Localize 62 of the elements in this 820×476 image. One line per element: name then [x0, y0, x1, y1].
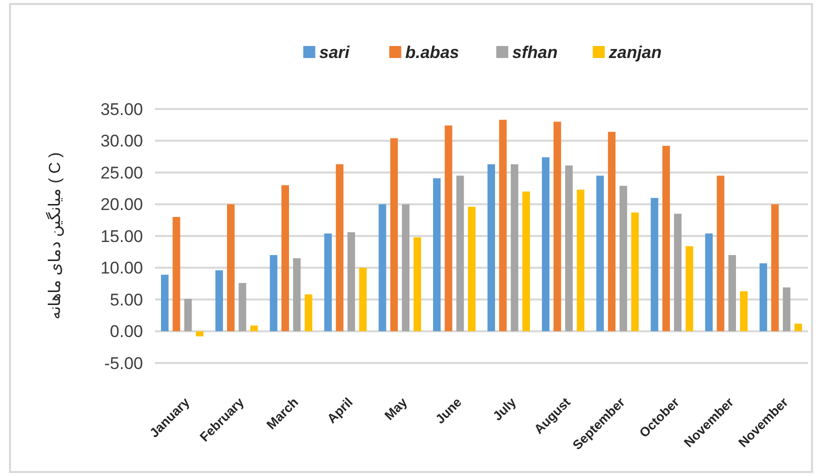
bar [215, 270, 223, 332]
bar [565, 166, 573, 332]
bar [716, 176, 724, 332]
legend-label: b.abas [405, 42, 460, 62]
y-tick-label: 5.00 [110, 290, 143, 310]
bar [542, 157, 550, 332]
bar [227, 204, 235, 332]
bar [760, 263, 768, 332]
y-tick-label: 0.00 [110, 322, 143, 342]
bar [686, 246, 694, 332]
y-axis-title: میانگین دمای ماهانه ( C ) [45, 152, 64, 320]
y-tick-label: 10.00 [100, 258, 143, 278]
bar [576, 190, 584, 332]
bar [728, 255, 736, 332]
bar [347, 232, 356, 332]
bar [487, 164, 496, 332]
bar [650, 198, 658, 332]
bar [620, 186, 628, 332]
bar [378, 204, 386, 332]
bar [674, 214, 682, 332]
bar [596, 176, 604, 332]
bar [359, 268, 367, 332]
bar [293, 258, 301, 332]
bar [184, 298, 192, 332]
bar [402, 204, 410, 332]
bar [522, 192, 530, 332]
y-tick-label: -5.00 [104, 354, 143, 373]
bar [414, 237, 422, 332]
legend-label: sari [319, 42, 351, 62]
bar [238, 282, 246, 332]
bar [324, 233, 332, 332]
legend-label: sfhan [512, 42, 558, 62]
bar [456, 176, 464, 332]
bar [499, 120, 507, 332]
bar [444, 126, 452, 332]
bar [390, 138, 398, 332]
bar [281, 185, 290, 332]
bar [336, 164, 344, 332]
bar [433, 178, 441, 332]
bar [771, 204, 779, 332]
bar [554, 122, 562, 332]
bar [740, 291, 748, 332]
bar [270, 255, 278, 332]
bar [196, 331, 204, 336]
bar [662, 146, 670, 332]
y-tick-label: 30.00 [100, 132, 143, 151]
bar [608, 132, 616, 332]
bar [631, 212, 639, 332]
legend-label: zanjan [608, 42, 662, 62]
bar [705, 233, 713, 332]
y-tick-label: 35.00 [100, 100, 143, 119]
bar [782, 287, 790, 332]
bar [160, 274, 169, 332]
y-tick-label: 25.00 [100, 163, 143, 182]
y-tick-label: 15.00 [100, 226, 143, 246]
bar [304, 294, 312, 332]
y-tick-label: 20.00 [100, 195, 143, 214]
bar [250, 326, 258, 332]
bar [510, 164, 518, 332]
bar [172, 216, 180, 332]
bar [468, 206, 476, 332]
bar [794, 324, 802, 332]
